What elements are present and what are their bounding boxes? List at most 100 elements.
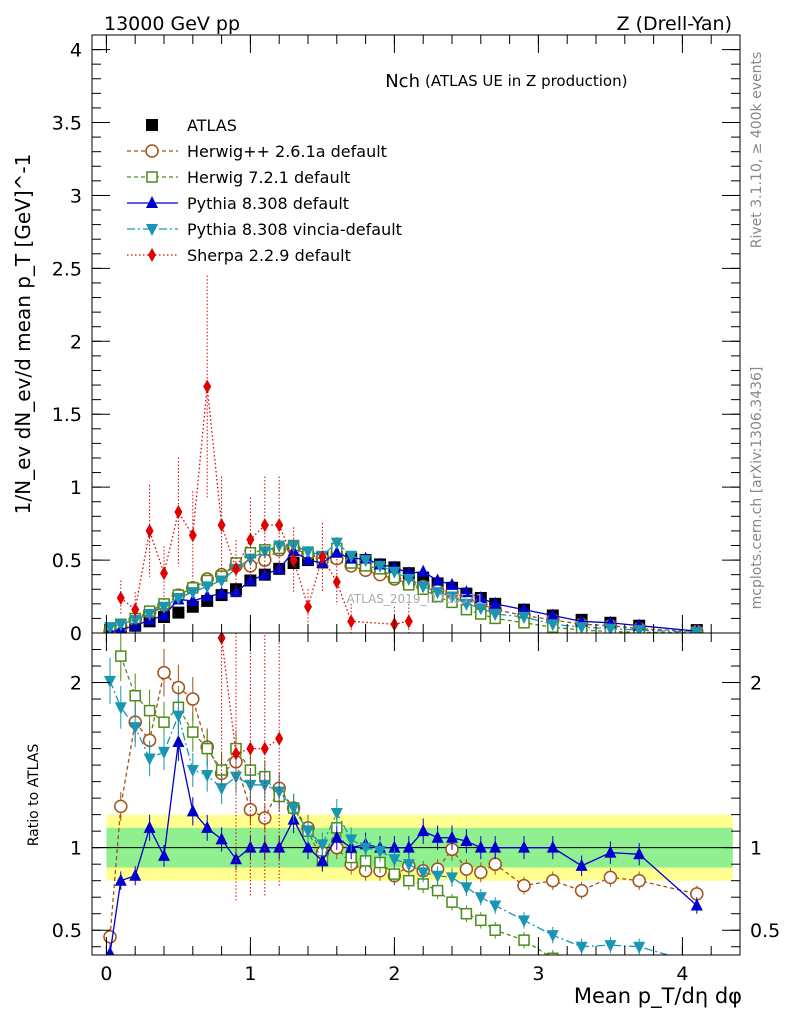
ratio-point-sherpa xyxy=(246,741,255,756)
ratio-point-vincia xyxy=(417,867,430,880)
legend: ATLAS Herwig++ 2.6.1a default Herwig 7.2.1… xyxy=(127,116,402,265)
ratio-point-vincia xyxy=(186,765,199,778)
ratio-point-vincia xyxy=(431,870,444,883)
legend-marker-herwigpp xyxy=(145,144,159,158)
ratio-point-pythia xyxy=(604,845,617,858)
ratio-plot-frame xyxy=(91,632,741,956)
data-point-vincia xyxy=(273,540,286,553)
main-y-axis-label: 1/N_ev dN_ev/d mean p_T [GeV]^-1 xyxy=(11,154,35,515)
ratio-point-pythia xyxy=(330,830,343,843)
ratio-point-vincia xyxy=(374,845,386,858)
ratio-point-pythia xyxy=(244,840,257,853)
ratio-point-pythia xyxy=(388,840,401,853)
data-point-vincia xyxy=(388,566,401,579)
y-tick-label: 2.5 xyxy=(52,258,82,280)
ratio-point-herwig7 xyxy=(187,726,199,738)
data-point-sherpa xyxy=(260,518,269,533)
ratio-point-herwigpp xyxy=(114,799,128,814)
ratio-tick-label-right: 0.5 xyxy=(750,920,780,942)
data-point-vincia xyxy=(143,609,156,622)
ratio-point-pythia xyxy=(129,868,142,881)
data-point-sherpa xyxy=(246,532,255,547)
data-point-sherpa xyxy=(188,528,197,543)
ratio-point-vincia xyxy=(446,872,458,885)
legend-label-sherpa: Sherpa 2.2.9 default xyxy=(187,246,351,265)
ratio-point-vincia xyxy=(143,753,156,766)
data-point-vincia xyxy=(287,540,300,553)
ratio-point-herwigpp xyxy=(103,930,117,944)
legend-marker-data xyxy=(146,119,158,131)
data-point-pythia xyxy=(302,553,314,566)
data-point-pythia xyxy=(489,596,502,609)
data-point-sherpa xyxy=(289,553,298,568)
legend-marker-vincia xyxy=(146,224,158,236)
data-point-pythia xyxy=(431,573,444,586)
legend-label-data: ATLAS xyxy=(187,116,237,135)
ratio-point-pythia xyxy=(518,840,530,853)
plot-title-sub: (ATLAS UE in Z production) xyxy=(425,72,627,90)
legend-label-pythia: Pythia 8.308 default xyxy=(187,194,349,213)
ratio-line-vincia xyxy=(109,680,671,955)
x-tick-label: 2 xyxy=(388,963,400,985)
ratio-point-herwig7 xyxy=(388,868,401,880)
side-label-mcplots: mcplots.cern.ch [arXiv:1306.3436] xyxy=(749,367,765,610)
header-right-label: Z (Drell-Yan) xyxy=(617,13,732,35)
ratio-point-pythia xyxy=(460,834,473,847)
y-tick-label: 0.5 xyxy=(52,550,82,572)
data-point-pythia xyxy=(215,586,228,599)
data-point-vincia xyxy=(104,622,116,633)
data-point-pythia xyxy=(158,608,170,621)
data-point-vincia xyxy=(474,603,487,616)
data-point-vincia xyxy=(186,587,199,600)
ratio-point-vincia xyxy=(460,882,473,895)
x-axis-label: Mean p_T/dη dφ xyxy=(574,984,742,1009)
ratio-point-vincia xyxy=(345,834,358,847)
ratio-point-pythia xyxy=(258,840,271,853)
data-point-vincia xyxy=(374,560,386,573)
ratio-plot-panel: 0.5 0.5 1 1 2 2 xyxy=(52,632,780,981)
ratio-point-herwigpp xyxy=(603,870,618,885)
ratio-point-vincia xyxy=(129,722,142,735)
ratio-point-herwigpp xyxy=(488,857,502,871)
plot-title-main: Nch xyxy=(385,71,420,92)
ratio-line-herwig7 xyxy=(120,655,549,955)
ratio-point-herwig7 xyxy=(446,896,458,908)
data-point-pythia xyxy=(201,589,214,602)
ratio-point-herwig7 xyxy=(577,971,587,981)
ratio-point-pythia xyxy=(114,873,127,886)
ratio-point-herwig7 xyxy=(158,716,170,728)
ratio-point-vincia xyxy=(388,854,401,867)
ratio-point-pythia xyxy=(402,840,415,853)
ratio-point-sherpa xyxy=(275,731,284,746)
x-tick-label: 4 xyxy=(676,963,688,985)
ratio-point-pythia xyxy=(158,848,170,861)
legend-label-herwig7: Herwig 7.2.1 default xyxy=(187,168,350,187)
data-point-vincia xyxy=(546,619,559,632)
data-point-vincia xyxy=(302,546,314,559)
ratio-point-vincia xyxy=(172,710,185,723)
data-point-vincia xyxy=(417,581,430,594)
ratio-point-pythia xyxy=(690,898,703,911)
y-tick-label: 1 xyxy=(70,477,82,499)
ratio-tick-label: 2 xyxy=(70,673,82,695)
ratio-point-vincia xyxy=(114,702,127,715)
ratio-point-herwig7 xyxy=(403,874,415,887)
ratio-point-vincia xyxy=(691,958,703,970)
data-point-vincia xyxy=(330,537,343,550)
data-point-vincia xyxy=(460,598,473,611)
legend-marker-herwig7 xyxy=(146,171,158,183)
data-point-vincia xyxy=(633,625,646,633)
ratio-point-vincia xyxy=(287,803,300,816)
data-point-pythia xyxy=(186,593,199,606)
ratio-point-herwigpp xyxy=(459,862,474,876)
ratio-point-vincia xyxy=(273,786,286,799)
data-point-pythia xyxy=(546,608,559,621)
data-point-sherpa xyxy=(174,504,183,519)
data-point-sherpa xyxy=(275,518,284,533)
ratio-point-vincia xyxy=(489,900,502,913)
data-point-sherpa xyxy=(203,379,212,394)
data-point-pythia xyxy=(258,567,271,580)
data-point-sherpa xyxy=(116,590,125,605)
ratio-point-vincia xyxy=(604,940,617,953)
data-point-sherpa xyxy=(318,550,327,565)
